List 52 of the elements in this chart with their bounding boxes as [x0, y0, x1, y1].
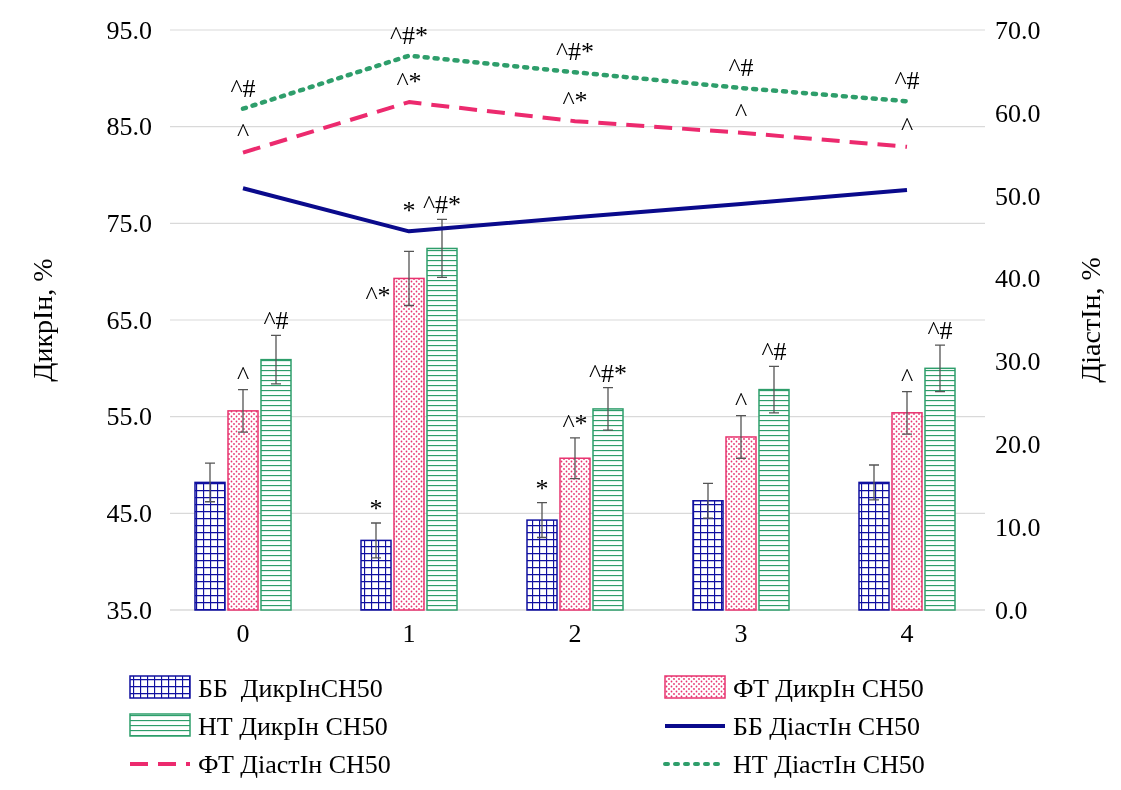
- y-tick-label: 75.0: [106, 209, 152, 239]
- legend-label: ФТ ДикрІн СН50: [733, 674, 924, 703]
- data-label: ^#: [761, 337, 787, 367]
- data-label: ^: [900, 362, 914, 392]
- legend-label: ФТ ДіастІн СН50: [198, 750, 391, 779]
- y2-tick-label: 30.0: [995, 347, 1041, 377]
- data-label: ^: [236, 117, 250, 147]
- data-label: ^: [734, 386, 748, 416]
- line-series: [241, 186, 909, 234]
- data-label: ^#: [927, 316, 953, 346]
- y2-tick-label: 70.0: [995, 15, 1041, 45]
- data-label: ^: [734, 97, 748, 127]
- data-label: ^*: [562, 86, 588, 116]
- data-label: ^#*: [389, 20, 429, 50]
- data-label: ^#*: [555, 37, 595, 67]
- y-tick-label: 85.0: [106, 112, 152, 142]
- y-tick-label: 65.0: [106, 305, 152, 335]
- data-label: ^#: [263, 306, 289, 336]
- data-label: ^#: [894, 66, 920, 96]
- data-label: ^*: [396, 67, 422, 97]
- y-axis-title: ДикрІн, %: [27, 258, 58, 382]
- x-tick-label: 4: [900, 619, 914, 649]
- data-label: ^*: [365, 281, 391, 311]
- y2-tick-label: 20.0: [995, 430, 1041, 460]
- legend-label: НТ ДикрІн СН50: [198, 712, 388, 741]
- legend-label: ББ ДикрІнСН50: [198, 674, 383, 703]
- data-label: *: [535, 473, 549, 503]
- data-label: ^#*: [422, 190, 462, 220]
- x-tick-label: 2: [568, 619, 582, 649]
- y2-tick-label: 10.0: [995, 512, 1041, 542]
- x-tick-label: 1: [402, 619, 416, 649]
- y-tick-label: 55.0: [106, 402, 152, 432]
- data-label: ^#: [728, 53, 754, 82]
- legend-label: ББ ДіастІн СН50: [733, 712, 920, 741]
- data-label: *: [369, 494, 383, 523]
- legend-label: НТ ДіастІн СН50: [733, 750, 925, 779]
- data-label: ^#*: [588, 358, 628, 388]
- y-tick-label: 35.0: [106, 595, 152, 625]
- y-tick-label: 45.0: [106, 499, 152, 529]
- data-label: ^: [900, 111, 914, 141]
- y2-tick-label: 60.0: [995, 98, 1041, 128]
- x-tick-label: 3: [734, 619, 748, 649]
- data-label: ^: [236, 360, 250, 390]
- data-label: *: [402, 196, 416, 226]
- data-label: ^*: [562, 408, 588, 438]
- y2-tick-label: 40.0: [995, 264, 1041, 294]
- y2-axis-title: ДіастІн, %: [1075, 257, 1106, 383]
- y-tick-label: 95.0: [106, 15, 152, 45]
- y2-tick-label: 0.0: [995, 595, 1028, 625]
- y2-tick-label: 50.0: [995, 181, 1041, 211]
- x-tick-label: 0: [236, 619, 250, 649]
- data-label: ^#: [230, 73, 256, 103]
